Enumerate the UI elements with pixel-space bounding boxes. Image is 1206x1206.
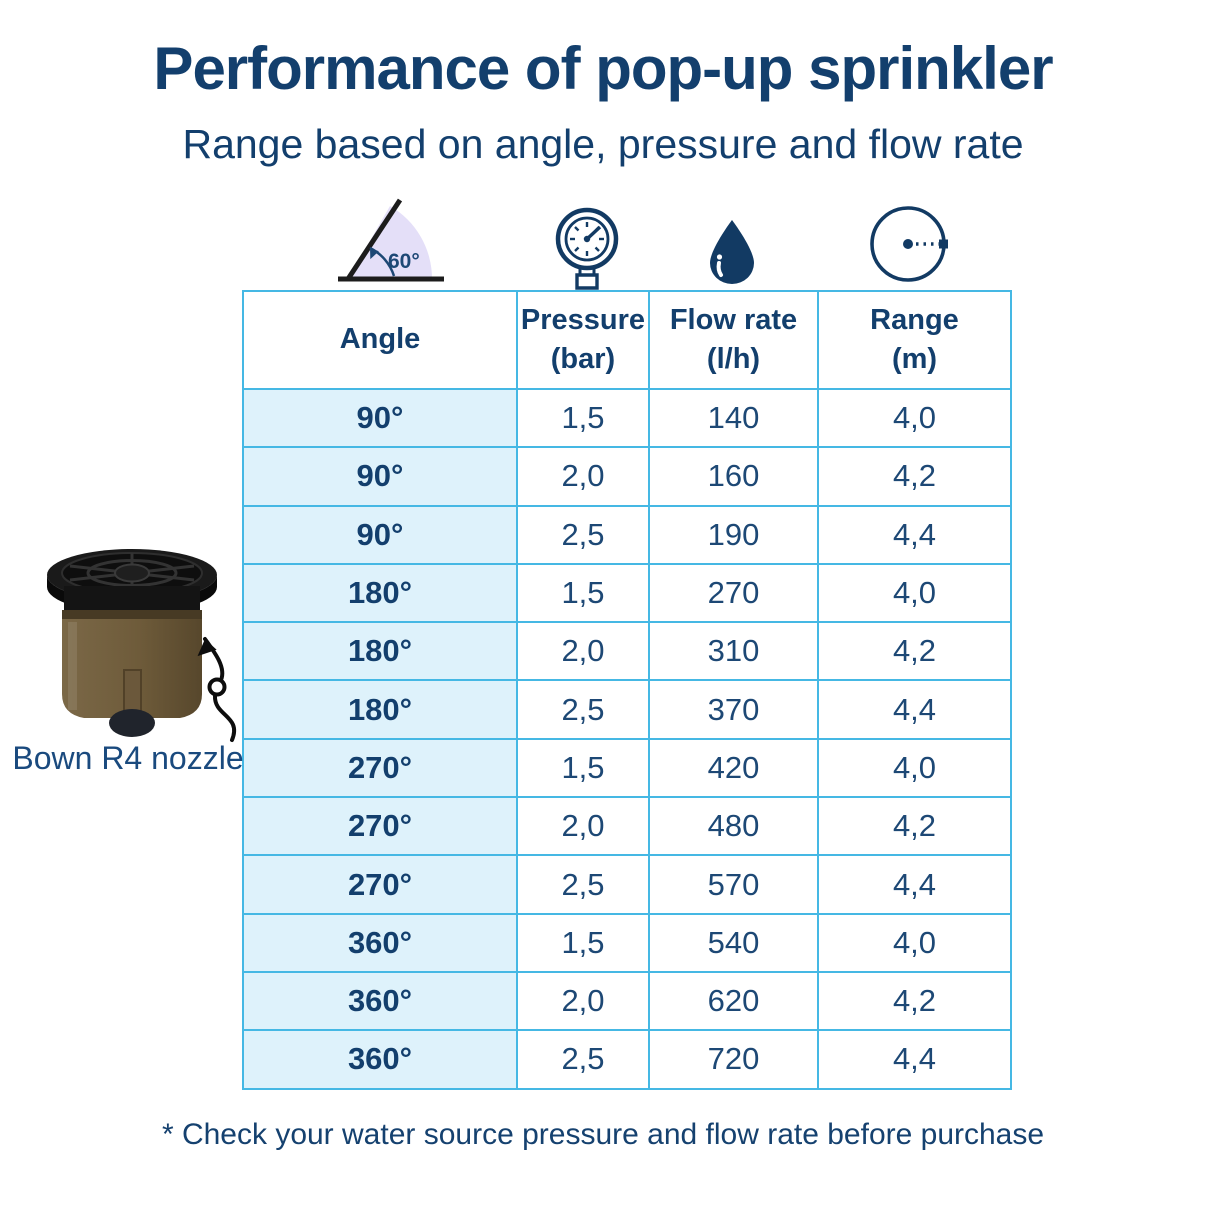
page-title: Performance of pop-up sprinkler <box>153 35 1053 102</box>
table-cell-value: 2,0 <box>518 972 648 1030</box>
table-cell-value: 4,0 <box>819 739 1010 797</box>
table-cell-value: 4,2 <box>819 623 1010 680</box>
range-circle-icon <box>860 204 960 284</box>
table-cell-value: 4,4 <box>819 856 1010 913</box>
table-cell-value: 540 <box>650 914 817 971</box>
table-cell-angle: 90° <box>244 448 516 505</box>
table-cell-value: 720 <box>650 1031 817 1088</box>
table-cell-value: 570 <box>650 856 817 913</box>
table-cell-value: 270 <box>650 564 817 622</box>
table-cell-value: 2,0 <box>518 623 648 680</box>
table-cell-value: 4,2 <box>819 448 1010 505</box>
table-cell-value: 4,0 <box>819 564 1010 622</box>
table-cell-value: 2,5 <box>518 681 648 738</box>
table-cell-value: 1,5 <box>518 739 648 797</box>
footnote: * Check your water source pressure and f… <box>161 1118 1045 1151</box>
table-cell-angle: 360° <box>244 914 516 971</box>
table-cell-value: 140 <box>650 390 817 447</box>
angle-icon-label: 60° <box>388 250 420 273</box>
page-subtitle: Range based on angle, pressure and flow … <box>182 121 1024 167</box>
table-cell-angle: 270° <box>244 856 516 913</box>
table-cell-angle: 270° <box>244 798 516 855</box>
table-cell-value: 4,4 <box>819 681 1010 738</box>
table-cell-value: 480 <box>650 798 817 855</box>
nozzle-label: Bown R4 nozzle <box>12 740 244 776</box>
table-cell-value: 4,0 <box>819 390 1010 447</box>
table-cell-value: 160 <box>650 448 817 505</box>
table-cell-value: 310 <box>650 623 817 680</box>
table-cell-value: 620 <box>650 972 817 1030</box>
table-cell-value: 4,2 <box>819 798 1010 855</box>
table-cell-value: 2,5 <box>518 856 648 913</box>
table-cell-value: 4,0 <box>819 914 1010 971</box>
table-cell-value: 1,5 <box>518 564 648 622</box>
curved-arrow-icon <box>192 626 244 744</box>
table-cell-value: 2,0 <box>518 798 648 855</box>
performance-table: Angle Pressure (bar) Flow rate (l/h) Range… <box>242 290 1012 1090</box>
table-cell-value: 2,5 <box>518 1031 648 1088</box>
table-cell-value: 4,2 <box>819 972 1010 1030</box>
table-cell-value: 420 <box>650 739 817 797</box>
table-cell-value: 1,5 <box>518 914 648 971</box>
table-cell-angle: 180° <box>244 623 516 680</box>
table-cell-value: 4,4 <box>819 506 1010 563</box>
column-header-angle: Angle <box>244 292 516 388</box>
nozzle-photo <box>32 542 232 742</box>
table-cell-angle: 270° <box>244 739 516 797</box>
table-cell-value: 1,5 <box>518 390 648 447</box>
angle-60-icon: 60° <box>328 198 452 288</box>
column-header-flow-rate: Flow rate (l/h) <box>650 292 817 388</box>
water-drop-icon <box>703 219 761 285</box>
pressure-gauge-icon <box>543 202 631 290</box>
table-cell-angle: 360° <box>244 1031 516 1088</box>
table-cell-value: 190 <box>650 506 817 563</box>
table-cell-angle: 180° <box>244 681 516 738</box>
table-cell-angle: 90° <box>244 506 516 563</box>
table-cell-value: 370 <box>650 681 817 738</box>
column-header-pressure: Pressure (bar) <box>518 292 648 388</box>
table-cell-value: 2,5 <box>518 506 648 563</box>
table-cell-angle: 90° <box>244 390 516 447</box>
column-header-range: Range (m) <box>819 292 1010 388</box>
table-cell-angle: 360° <box>244 972 516 1030</box>
table-cell-angle: 180° <box>244 564 516 622</box>
table-cell-value: 2,0 <box>518 448 648 505</box>
table-cell-value: 4,4 <box>819 1031 1010 1088</box>
